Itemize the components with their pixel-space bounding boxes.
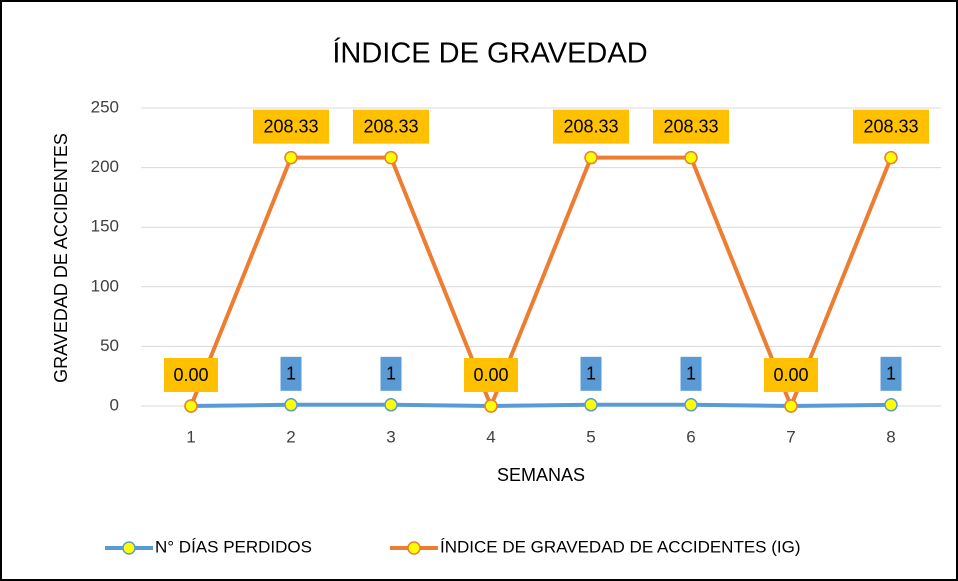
x-tick-label: 5 — [586, 427, 595, 446]
legend-label: N° DÍAS PERDIDOS — [155, 537, 312, 556]
data-label: 208.33 — [563, 116, 618, 136]
y-tick-label: 100 — [91, 276, 119, 295]
x-axis-label: SEMANAS — [497, 465, 585, 485]
data-label: 1 — [386, 364, 396, 384]
marker — [284, 398, 298, 412]
data-label-box — [653, 109, 729, 144]
x-tick-label: 2 — [286, 427, 295, 446]
data-label: 208.33 — [363, 116, 418, 136]
marker — [384, 398, 398, 412]
data-label-box — [253, 109, 329, 144]
x-tick-label: 1 — [186, 427, 195, 446]
line — [190, 402, 892, 408]
marker — [584, 150, 598, 165]
data-label-box — [553, 109, 629, 144]
data-label: 208.33 — [663, 116, 718, 136]
x-tick-label: 8 — [886, 427, 895, 446]
data-label-box — [880, 356, 902, 391]
marker — [384, 150, 398, 165]
data-label: 0.00 — [173, 365, 208, 385]
y-tick-label: 50 — [100, 336, 119, 355]
marker — [684, 150, 698, 165]
data-label: 1 — [286, 364, 296, 384]
marker — [684, 398, 698, 412]
legend-label: ÍNDICE DE GRAVEDAD DE ACCIDENTES (IG) — [440, 537, 801, 556]
data-label-box — [680, 356, 702, 391]
marker — [784, 399, 798, 413]
data-label-box — [464, 358, 518, 392]
marker — [284, 150, 298, 165]
data-label-box — [380, 356, 402, 391]
data-label-box — [353, 109, 429, 144]
data-label: 0.00 — [773, 365, 808, 385]
legend-marker — [122, 541, 136, 555]
y-tick-label: 0 — [110, 395, 119, 414]
x-tick-label: 4 — [486, 427, 495, 446]
y-tick-label: 250 — [91, 97, 119, 116]
y-axis-label: GRAVEDAD DE ACCIDENTES — [51, 133, 71, 383]
marker — [484, 399, 498, 413]
legend-marker — [407, 541, 421, 555]
data-label-box — [280, 356, 302, 391]
marker — [184, 399, 198, 413]
data-label: 1 — [686, 364, 696, 384]
data-label: 1 — [586, 364, 596, 384]
x-tick-label: 7 — [786, 427, 795, 446]
data-label-box — [580, 356, 602, 391]
data-label: 1 — [886, 364, 896, 384]
chart-title: ÍNDICE DE GRAVEDAD — [332, 37, 647, 70]
marker — [884, 150, 898, 165]
y-tick-label: 150 — [91, 217, 119, 236]
data-label: 208.33 — [263, 116, 318, 136]
marker — [884, 398, 898, 412]
x-tick-label: 6 — [686, 427, 695, 446]
marker — [584, 398, 598, 412]
data-label: 0.00 — [473, 365, 508, 385]
y-tick-label: 200 — [91, 157, 119, 176]
data-label-box — [764, 358, 818, 392]
x-tick-label: 3 — [386, 427, 395, 446]
data-label: 208.33 — [863, 116, 918, 136]
data-label-box — [853, 109, 929, 144]
data-label-box — [164, 358, 218, 392]
